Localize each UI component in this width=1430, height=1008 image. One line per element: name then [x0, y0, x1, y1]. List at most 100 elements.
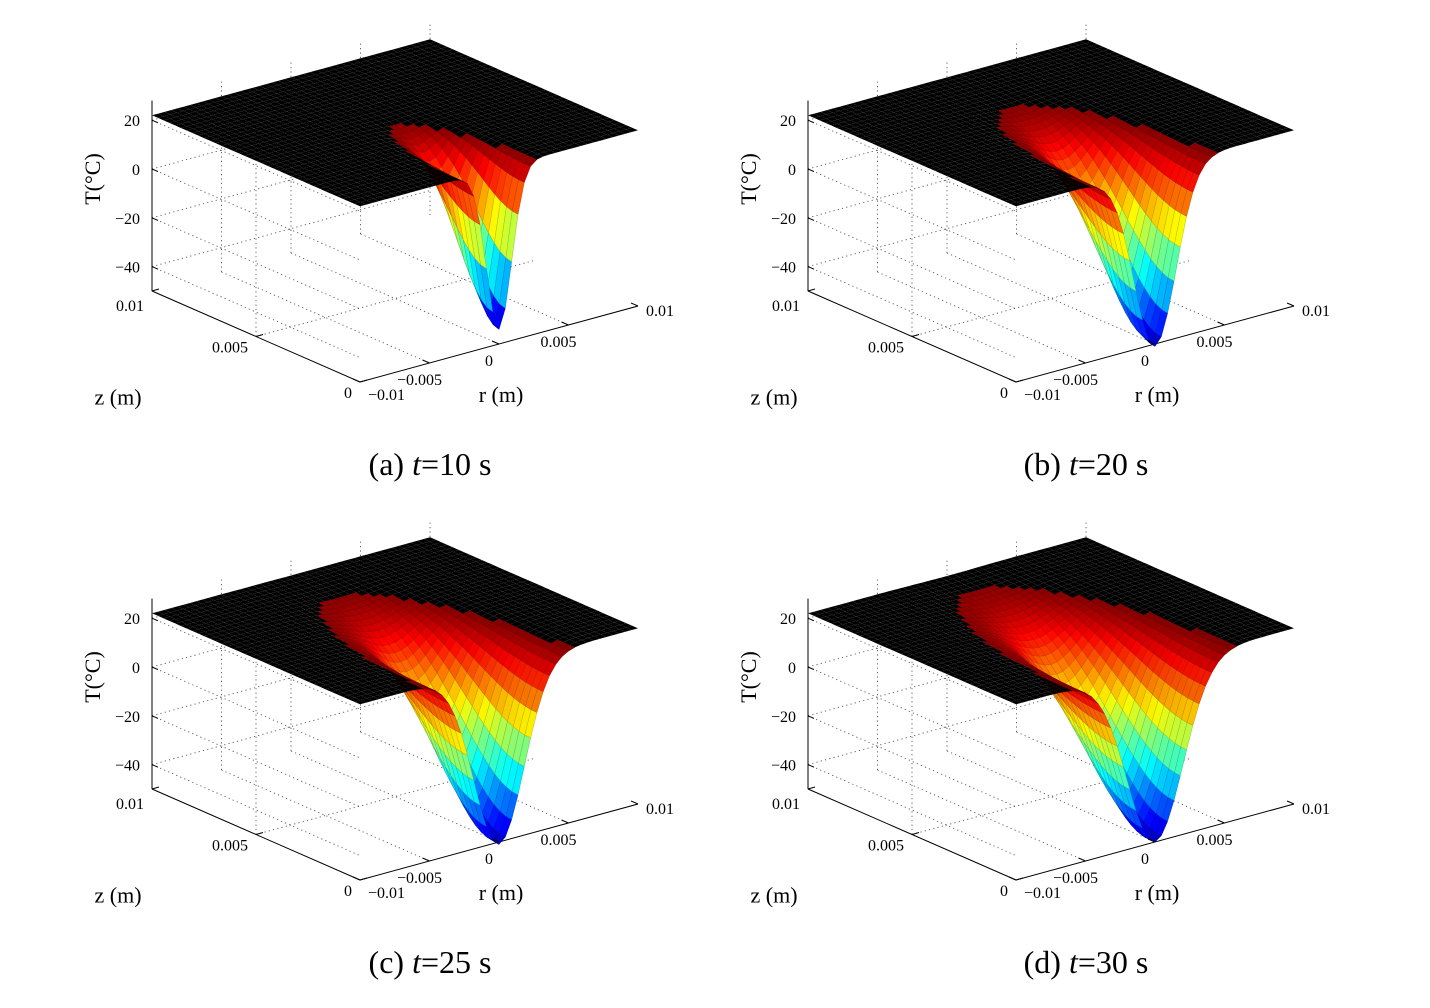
- surface-cell: [1055, 185, 1068, 190]
- surface-cell: [556, 101, 569, 106]
- surface-cell: [873, 124, 886, 129]
- surface-cell: [938, 143, 951, 148]
- T-tick: [151, 119, 159, 124]
- surface-cell: [277, 87, 290, 92]
- surface-cell: [989, 174, 1002, 180]
- surface-cell: [889, 99, 902, 104]
- surface-cell: [195, 110, 208, 115]
- surface-cell: [315, 72, 328, 78]
- surface-cell: [383, 165, 396, 170]
- surface-cell: [396, 557, 409, 562]
- surface-cell: [1168, 109, 1181, 114]
- surface-cell: [252, 633, 265, 638]
- surface-cell: [323, 651, 336, 656]
- surface-cell: [401, 168, 414, 173]
- surface-cell: [940, 126, 953, 131]
- surface-cell: [419, 168, 432, 173]
- surface-cell: [387, 180, 400, 185]
- surface-cell: [446, 597, 459, 603]
- surface-cell: [302, 579, 315, 584]
- surface-cell: [291, 170, 304, 175]
- surface-cell: [901, 100, 914, 105]
- surface-cell: [978, 165, 991, 170]
- surface-cell: [532, 140, 545, 146]
- surface-cell: [357, 77, 370, 83]
- surface-cell: [575, 137, 588, 142]
- surface-cell: [251, 143, 264, 149]
- surface-cell: [269, 97, 282, 102]
- surface-cell: [862, 119, 875, 124]
- surface-cell: [187, 124, 200, 129]
- surface-cell: [326, 632, 339, 636]
- surface-cell: [1095, 59, 1108, 64]
- surface-cell: [371, 65, 384, 71]
- surface-cell: [1228, 113, 1241, 118]
- surface-cell: [1020, 71, 1033, 77]
- surface-cell: [927, 134, 940, 139]
- surface-cell: [499, 113, 512, 118]
- grid-line: [151, 190, 431, 268]
- surface-cell: [883, 590, 896, 596]
- surface-cell: [271, 89, 284, 94]
- surface-cell: [374, 686, 387, 691]
- r-tick-label: −0.01: [1024, 387, 1061, 404]
- surface-cell: [1125, 113, 1138, 119]
- surface-cell: [962, 145, 975, 150]
- surface-cell: [292, 655, 305, 660]
- surface-cell: [264, 638, 277, 643]
- surface-cell: [518, 107, 531, 113]
- surface-cell: [412, 173, 425, 178]
- surface-cell: [1240, 114, 1253, 119]
- surface-cell: [620, 623, 633, 628]
- surface-cell: [307, 586, 320, 591]
- surface-cell: [327, 571, 340, 577]
- surface-cell: [416, 593, 429, 599]
- surface-cell: [267, 164, 280, 169]
- surface-cell: [258, 635, 271, 641]
- surface-cell: [465, 596, 478, 601]
- surface-cell: [335, 561, 348, 566]
- surface-cell: [374, 139, 387, 144]
- grid-line: [151, 217, 361, 310]
- surface-cell: [476, 107, 489, 112]
- surface-cell: [1085, 86, 1098, 92]
- surface-cell: [1154, 76, 1167, 81]
- r-tick-label: −0.005: [397, 372, 442, 389]
- surface-cell: [1018, 93, 1031, 99]
- surface-cell: [388, 172, 401, 177]
- surface-cell: [393, 682, 406, 686]
- surface-cell: [552, 127, 565, 132]
- surface-cell: [964, 79, 977, 84]
- surface-cell: [468, 566, 481, 571]
- surface-cell: [608, 618, 621, 623]
- surface-cell: [1224, 102, 1237, 107]
- surface-cell: [493, 613, 506, 619]
- surface-cell: [249, 613, 262, 618]
- surface-cell: [321, 124, 334, 130]
- surface-cell: [290, 79, 303, 85]
- surface-cell: [251, 98, 264, 103]
- surface-cell: [466, 89, 479, 94]
- surface-cell: [877, 139, 890, 144]
- surface-cell: [336, 153, 349, 158]
- T-tick-label: 0: [132, 162, 140, 179]
- r-tick-label: 0.01: [646, 801, 674, 818]
- surface-cell: [321, 75, 334, 80]
- surface-cell: [260, 623, 273, 628]
- surface-cell: [999, 192, 1012, 197]
- surface-cell: [455, 578, 468, 583]
- surface-cell: [578, 614, 591, 619]
- surface-cell: [224, 616, 237, 621]
- surface-cell: [365, 565, 378, 570]
- surface-cell: [387, 138, 400, 142]
- surface-cell: [951, 136, 964, 141]
- surface-cell: [349, 195, 362, 200]
- surface-cell: [257, 599, 270, 604]
- surface-cell: [324, 103, 337, 108]
- surface-cell: [281, 645, 294, 651]
- surface-cell: [344, 184, 357, 189]
- surface-cell: [1006, 140, 1019, 144]
- surface-cell: [297, 670, 310, 675]
- surface-cell: [945, 133, 958, 138]
